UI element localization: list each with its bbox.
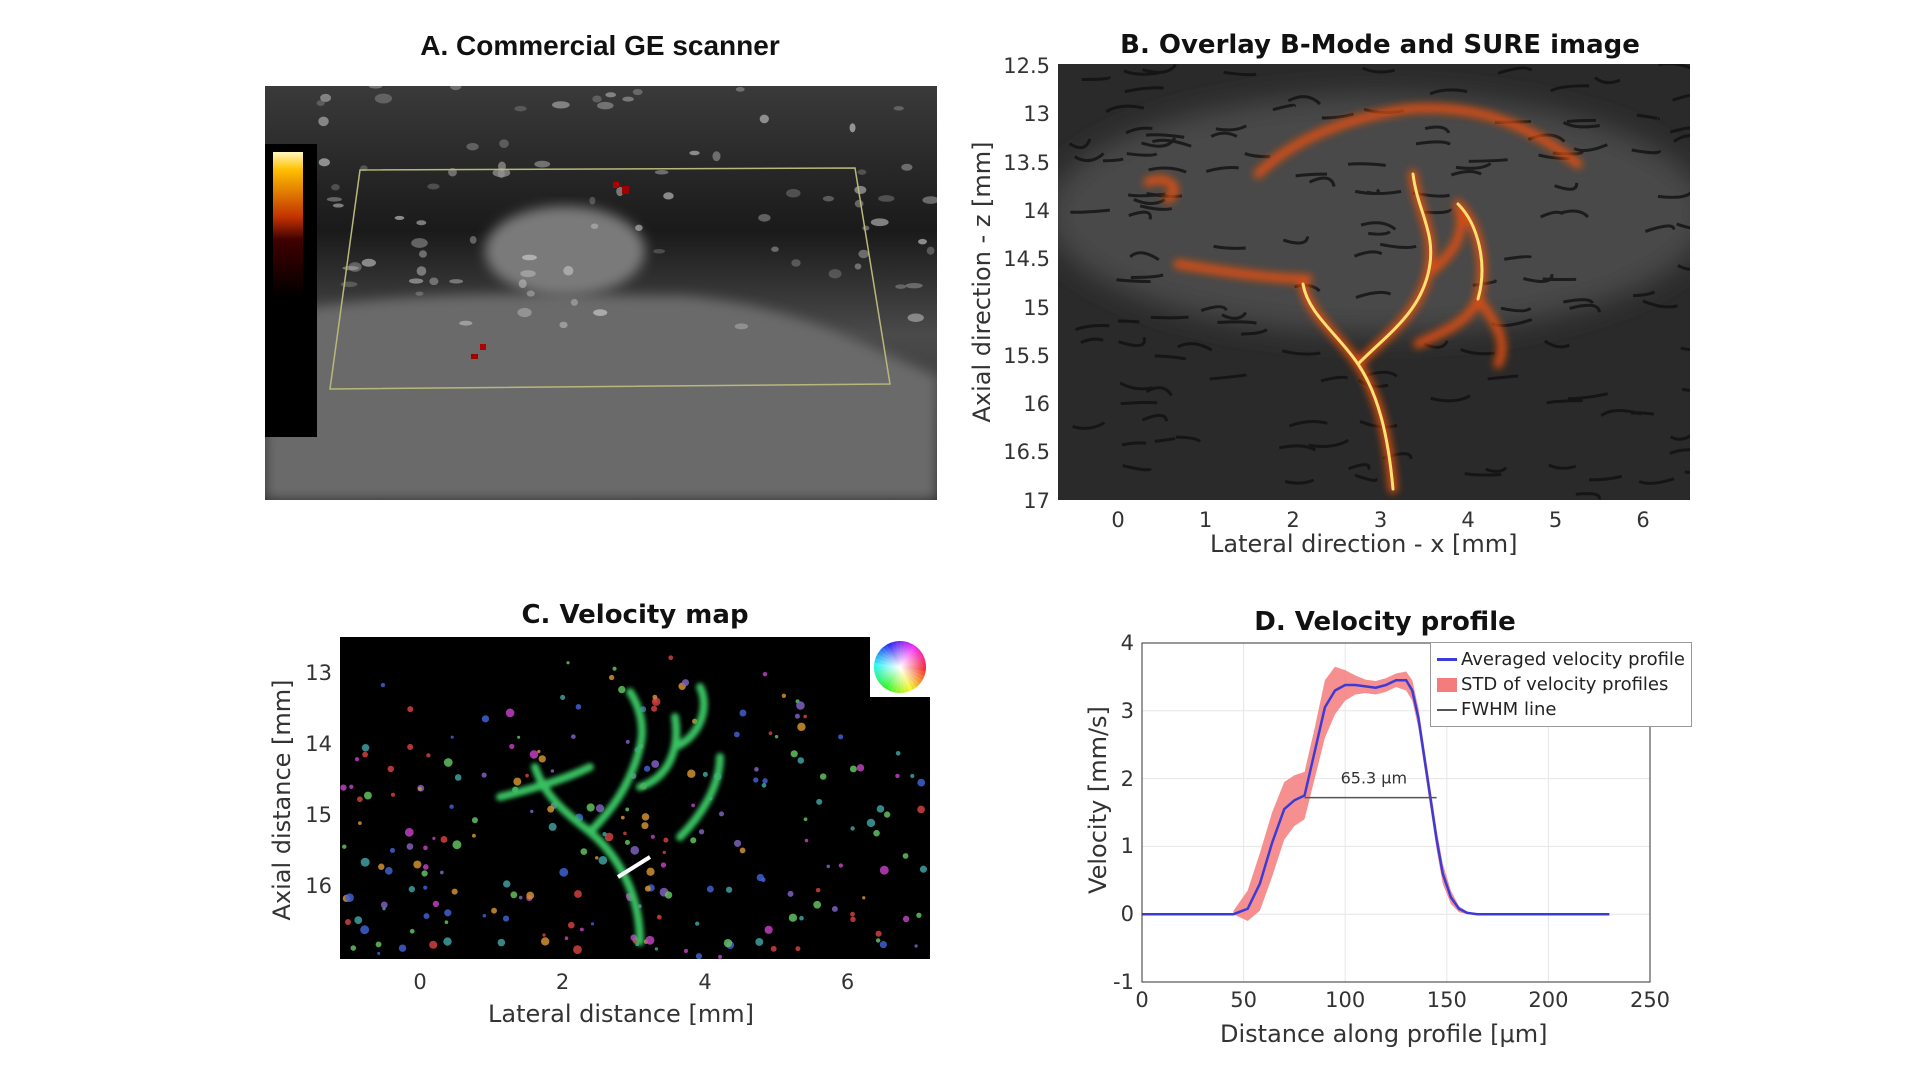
chart-y-tick: 4 [1120,631,1134,655]
panel-c-x-tick: 0 [413,970,427,994]
panel-b-x-tick: 1 [1198,508,1213,532]
panel-c-title: C. Velocity map [521,600,749,630]
chart-x-tick: 150 [1426,988,1467,1012]
panel-b-y-tick: 16 [1023,392,1050,417]
chart-x-tick: 200 [1528,988,1569,1012]
panel-b-y-tick: 13 [1023,102,1050,127]
panel-c-y-tick: 13 [305,661,332,685]
chart-ylabel: Velocity [mm/s] [1084,706,1112,894]
chart-y-tick: 3 [1120,698,1134,723]
panel-b-x-tick: 4 [1461,508,1475,532]
panel-b-xlabel: Lateral direction - x [mm] [1210,530,1518,558]
chart-x-tick: 100 [1325,988,1366,1012]
panel-a-title: A. Commercial GE scanner [420,30,780,61]
panel-b-x-tick: 3 [1373,508,1388,532]
sure-overlay-image [1058,64,1690,500]
panel-b-y-tick: 13.5 [1003,150,1050,175]
panel-c-ylabel: Axial distance [mm] [268,679,296,921]
panel-b-x-tick: 2 [1286,508,1300,532]
chart-y-tick: -1 [1113,970,1134,994]
chart-y-tick: 1 [1120,834,1134,859]
chart-legend: Averaged velocity profile STD of velocit… [1430,642,1692,727]
panel-b-x-tick: 0 [1111,508,1125,532]
panel-c-xlabel: Lateral distance [mm] [488,1000,754,1028]
panel-b-y-tick: 12.5 [1003,54,1050,78]
fwhm-annotation: 65.3 μm [1341,769,1407,788]
panel-b-y-tick: 15.5 [1003,343,1050,368]
panel-b-title: B. Overlay B-Mode and SURE image [1120,30,1640,60]
panel-b-y-tick: 16.5 [1003,440,1050,465]
legend-item-std: STD of velocity profiles [1437,672,1685,697]
chart-y-tick: 2 [1120,766,1134,791]
panel-b-x-tick: 5 [1548,508,1563,532]
panel-b-y-tick: 14 [1023,198,1050,223]
panel-b-y-tick: 14.5 [1003,247,1050,272]
legend-label: Averaged velocity profile [1461,649,1685,670]
panel-c-y-tick: 14 [305,732,332,756]
chart-x-tick: 250 [1629,988,1671,1012]
panel-c-x-tick: 2 [555,970,570,994]
legend-label: FWHM line [1461,699,1557,720]
panel-b-ylabel: Axial direction - z [mm] [968,141,996,423]
legend-item-average: Averaged velocity profile [1437,647,1685,672]
panel-c-x-tick: 4 [698,970,712,994]
panel-c-y-tick: 16 [305,874,332,898]
panel-b-y-tick: 15 [1023,295,1050,320]
chart-title: D. Velocity profile [1254,607,1516,637]
legend-label: STD of velocity profiles [1461,674,1669,695]
chart-xlabel: Distance along profile [μm] [1220,1020,1548,1048]
panel-b-y-tick: 17 [1023,488,1050,513]
ge-scanner-image [265,86,937,500]
panel-c-x-tick: 6 [840,970,855,994]
chart-y-tick: 0 [1120,902,1134,927]
panel-c-y-tick: 15 [305,803,332,827]
chart-x-tick: 0 [1135,988,1149,1012]
velocity-map-image [340,637,930,959]
legend-item-fwhm: FWHM line [1437,697,1685,722]
panel-b-x-tick: 6 [1636,508,1650,532]
chart-x-tick: 50 [1230,988,1257,1012]
